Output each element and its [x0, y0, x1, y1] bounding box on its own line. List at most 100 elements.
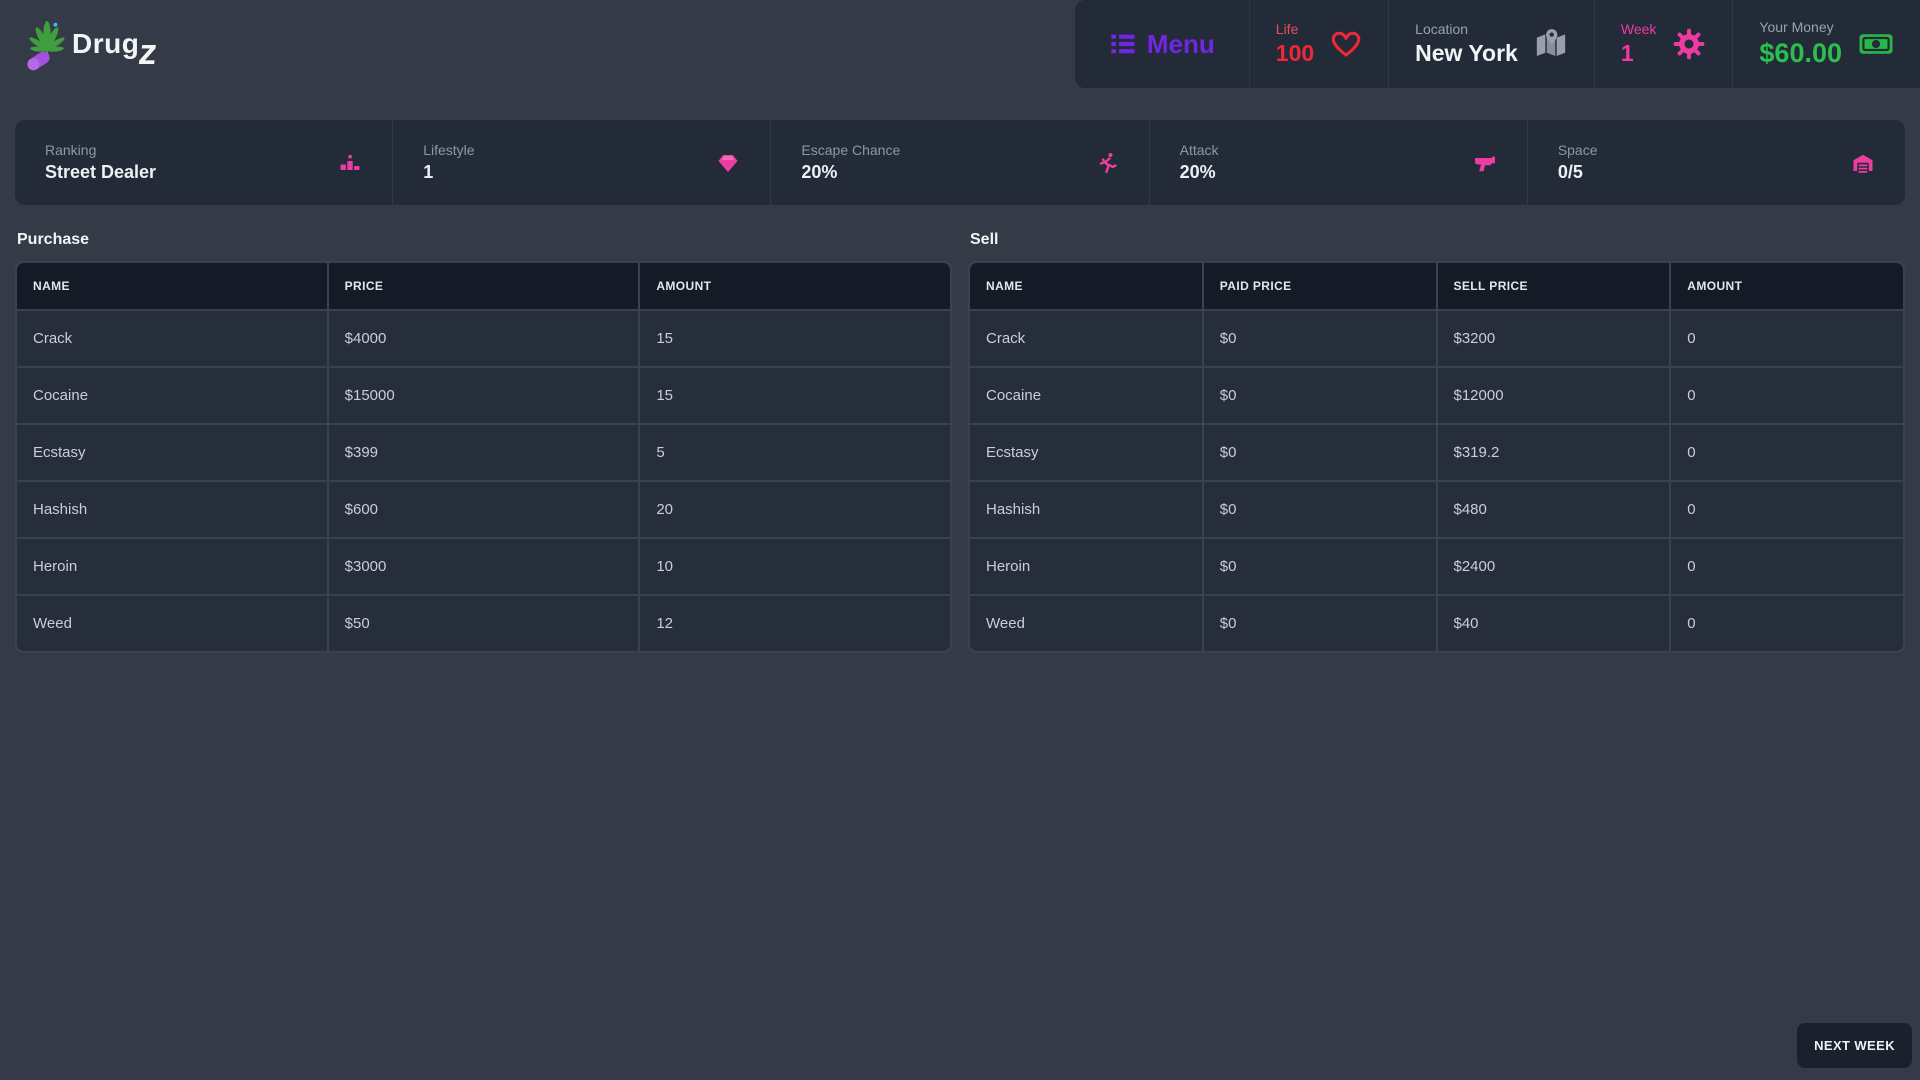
table-cell: Weed	[970, 596, 1202, 651]
ranking-podium-icon	[338, 151, 362, 175]
attack-label: Attack	[1179, 142, 1219, 158]
gun-icon	[1473, 151, 1497, 175]
table-cell: 0	[1671, 482, 1903, 537]
app-logo: Drug z	[18, 0, 161, 88]
money-status: Your Money $60.00	[1732, 0, 1920, 88]
sell-column-paid-price: PAID PRICE	[1203, 263, 1436, 309]
person-running-icon	[1095, 151, 1119, 175]
purchase-row-hashish[interactable]: Hashish $600 20	[17, 482, 950, 537]
ranking-value: Street Dealer	[45, 162, 157, 182]
table-cell: $0	[1203, 596, 1436, 651]
stat-escape-chance: Escape Chance 20%	[771, 120, 1150, 205]
lifestyle-value: 1	[423, 162, 434, 182]
sell-title: Sell	[970, 231, 999, 248]
table-cell: Cocaine	[17, 368, 327, 423]
table-cell: $0	[1203, 368, 1436, 423]
week-status: Week 1	[1593, 0, 1733, 88]
purchase-row-ecstasy[interactable]: Ecstasy $399 5	[17, 425, 950, 480]
gem-icon	[716, 151, 740, 175]
table-cell: Hashish	[970, 482, 1202, 537]
purchase-table: NAME PRICE AMOUNT Crack $4000 15 Cocaine $15000…	[15, 261, 952, 653]
table-cell: $480	[1437, 482, 1670, 537]
table-cell: 15	[640, 368, 950, 423]
sell-row-ecstasy[interactable]: Ecstasy $0 $319.2 0	[970, 425, 1903, 480]
space-value: 0/5	[1557, 162, 1583, 182]
stat-ranking: Ranking Street Dealer	[15, 120, 394, 205]
table-cell: $0	[1203, 482, 1436, 537]
life-value: 100	[1275, 40, 1315, 66]
location-label: Location	[1415, 21, 1469, 37]
table-cell: 10	[640, 539, 950, 594]
stats-bar: Ranking Street Dealer Lifestyle 1	[15, 120, 1905, 205]
money-label: Your Money	[1759, 19, 1834, 35]
week-value: 1	[1620, 40, 1634, 66]
sell-column-sell-price: SELL PRICE	[1437, 263, 1670, 309]
purchase-column-name: NAME	[17, 263, 327, 309]
market-section: Purchase NAME PRICE AMOUNT Crack $4000 15 Coca…	[15, 231, 1905, 653]
week-label: Week	[1620, 21, 1657, 37]
next-week-button[interactable]: NEXT WEEK	[1797, 1023, 1912, 1068]
table-cell: 15	[640, 311, 950, 366]
purchase-panel: Purchase NAME PRICE AMOUNT Crack $4000 15 Coca…	[15, 231, 952, 653]
sell-row-heroin[interactable]: Heroin $0 $2400 0	[970, 539, 1903, 594]
table-cell: 5	[640, 425, 950, 480]
money-value: $60.00	[1759, 38, 1842, 68]
space-label: Space	[1557, 142, 1598, 158]
purchase-row-crack[interactable]: Crack $4000 15	[17, 311, 950, 366]
list-menu-icon	[1109, 30, 1137, 58]
escape-chance-label: Escape Chance	[801, 142, 901, 158]
table-cell: Ecstasy	[17, 425, 327, 480]
table-cell: Weed	[17, 596, 327, 651]
table-cell: $4000	[328, 311, 639, 366]
table-cell: $319.2	[1437, 425, 1670, 480]
purchase-row-heroin[interactable]: Heroin $3000 10	[17, 539, 950, 594]
top-bar: Drug z Menu Life 100	[0, 0, 1920, 88]
stat-attack: Attack 20%	[1150, 120, 1528, 205]
sell-row-hashish[interactable]: Hashish $0 $480 0	[970, 482, 1903, 537]
table-cell: $0	[1203, 425, 1436, 480]
sell-row-weed[interactable]: Weed $0 $40 0	[970, 596, 1903, 651]
purchase-column-price: PRICE	[328, 263, 639, 309]
purchase-column-amount: AMOUNT	[640, 263, 950, 309]
table-cell: $600	[328, 482, 639, 537]
table-cell: $0	[1203, 539, 1436, 594]
gear-icon	[1672, 27, 1706, 61]
purchase-header-row: NAME PRICE AMOUNT	[17, 263, 950, 309]
ranking-label: Ranking	[45, 142, 97, 158]
table-cell: $3200	[1437, 311, 1670, 366]
table-cell: $2400	[1437, 539, 1670, 594]
table-cell: Heroin	[17, 539, 327, 594]
table-cell: 0	[1671, 539, 1903, 594]
table-cell: $15000	[328, 368, 639, 423]
table-cell: Crack	[17, 311, 327, 366]
map-location-icon	[1534, 27, 1568, 61]
attack-value: 20%	[1179, 162, 1216, 182]
sell-panel: Sell NAME PAID PRICE SELL PRICE AMOUNT Crack…	[968, 231, 1905, 653]
escape-chance-value: 20%	[801, 162, 838, 182]
table-cell: 0	[1671, 425, 1903, 480]
stat-space: Space 0/5	[1528, 120, 1905, 205]
table-cell: $3000	[328, 539, 639, 594]
purchase-title: Purchase	[17, 231, 90, 248]
header-hud-panel: Menu Life 100 Location New York	[1074, 0, 1920, 88]
lifestyle-label: Lifestyle	[423, 142, 475, 158]
sell-column-amount: AMOUNT	[1671, 263, 1903, 309]
sell-row-cocaine[interactable]: Cocaine $0 $12000 0	[970, 368, 1903, 423]
sell-row-crack[interactable]: Crack $0 $3200 0	[970, 311, 1903, 366]
table-cell: 0	[1671, 311, 1903, 366]
table-cell: 0	[1671, 596, 1903, 651]
purchase-row-cocaine[interactable]: Cocaine $15000 15	[17, 368, 950, 423]
table-cell: 0	[1671, 368, 1903, 423]
table-cell: $50	[328, 596, 639, 651]
life-label: Life	[1275, 21, 1299, 37]
heart-icon	[1330, 28, 1362, 60]
table-cell: $40	[1437, 596, 1670, 651]
table-cell: $399	[328, 425, 639, 480]
money-bill-icon	[1858, 26, 1894, 62]
location-value: New York	[1415, 40, 1518, 66]
menu-button[interactable]: Menu	[1075, 0, 1249, 88]
sell-column-name: NAME	[970, 263, 1202, 309]
menu-label: Menu	[1146, 28, 1215, 59]
life-status: Life 100	[1248, 0, 1388, 88]
purchase-row-weed[interactable]: Weed $50 12	[17, 596, 950, 651]
